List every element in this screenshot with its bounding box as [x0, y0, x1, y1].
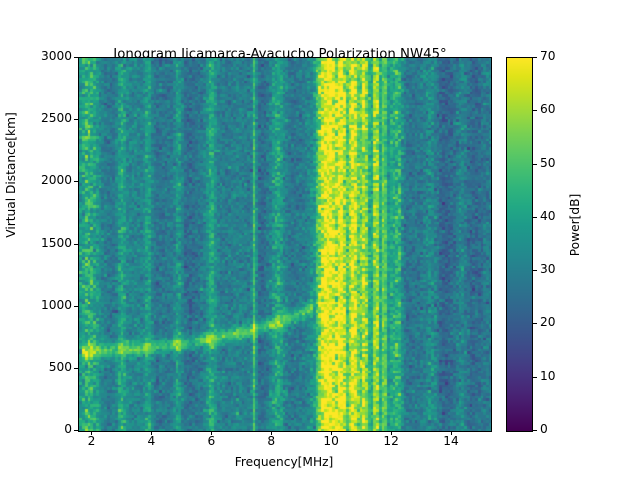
x-tick-mark: [151, 431, 152, 435]
y-tick-mark: [74, 181, 78, 182]
ionogram-heatmap: [79, 58, 491, 431]
x-tick-mark: [451, 431, 452, 435]
y-tick-mark: [74, 244, 78, 245]
x-tick-label: 14: [443, 434, 459, 448]
colorbar-tick-label: 10: [540, 368, 556, 383]
x-tick-label: 12: [383, 434, 399, 448]
x-tick-mark: [91, 431, 92, 435]
y-tick-label: 2500: [40, 111, 72, 126]
colorbar-tick-label: 60: [540, 102, 556, 117]
colorbar-label: Power[dB]: [568, 193, 582, 257]
y-tick-label: 0: [64, 422, 72, 436]
y-tick-mark: [74, 368, 78, 369]
x-tick-label: 8: [267, 434, 276, 448]
x-tick-mark: [211, 431, 212, 435]
colorbar-tick-label: 30: [540, 262, 556, 277]
colorbar-tick-mark: [533, 217, 537, 218]
x-tick-label: 4: [147, 434, 156, 448]
colorbar-tick-mark: [533, 110, 537, 111]
y-tick-label: 1000: [40, 297, 72, 312]
y-tick-mark: [74, 57, 78, 58]
colorbar-tick-label: 0: [540, 422, 548, 436]
colorbar-tick-mark: [533, 377, 537, 378]
y-tick-label: 1500: [40, 235, 72, 250]
colorbar: [506, 57, 533, 432]
colorbar-tick-label: 40: [540, 208, 556, 223]
plot-area: [78, 57, 492, 432]
y-tick-label: 3000: [40, 49, 72, 63]
colorbar-tick-label: 50: [540, 155, 556, 170]
colorbar-tick-mark: [533, 323, 537, 324]
y-tick-mark: [74, 306, 78, 307]
colorbar-tick-mark: [533, 270, 537, 271]
x-tick-mark: [331, 431, 332, 435]
x-tick-mark: [391, 431, 392, 435]
y-tick-label: 500: [48, 359, 72, 374]
x-tick-label: 6: [207, 434, 216, 448]
x-tick-label: 2: [87, 434, 96, 448]
colorbar-tick-mark: [533, 430, 537, 431]
x-tick-mark: [271, 431, 272, 435]
y-tick-label: 2000: [40, 173, 72, 188]
colorbar-tick-label: 70: [540, 49, 556, 63]
x-axis-label: Frequency[MHz]: [234, 455, 334, 469]
y-tick-mark: [74, 119, 78, 120]
colorbar-tick-label: 20: [540, 315, 556, 330]
colorbar-tick-mark: [533, 57, 537, 58]
y-tick-mark: [74, 430, 78, 431]
colorbar-tick-mark: [533, 164, 537, 165]
x-tick-label: 10: [323, 434, 339, 448]
